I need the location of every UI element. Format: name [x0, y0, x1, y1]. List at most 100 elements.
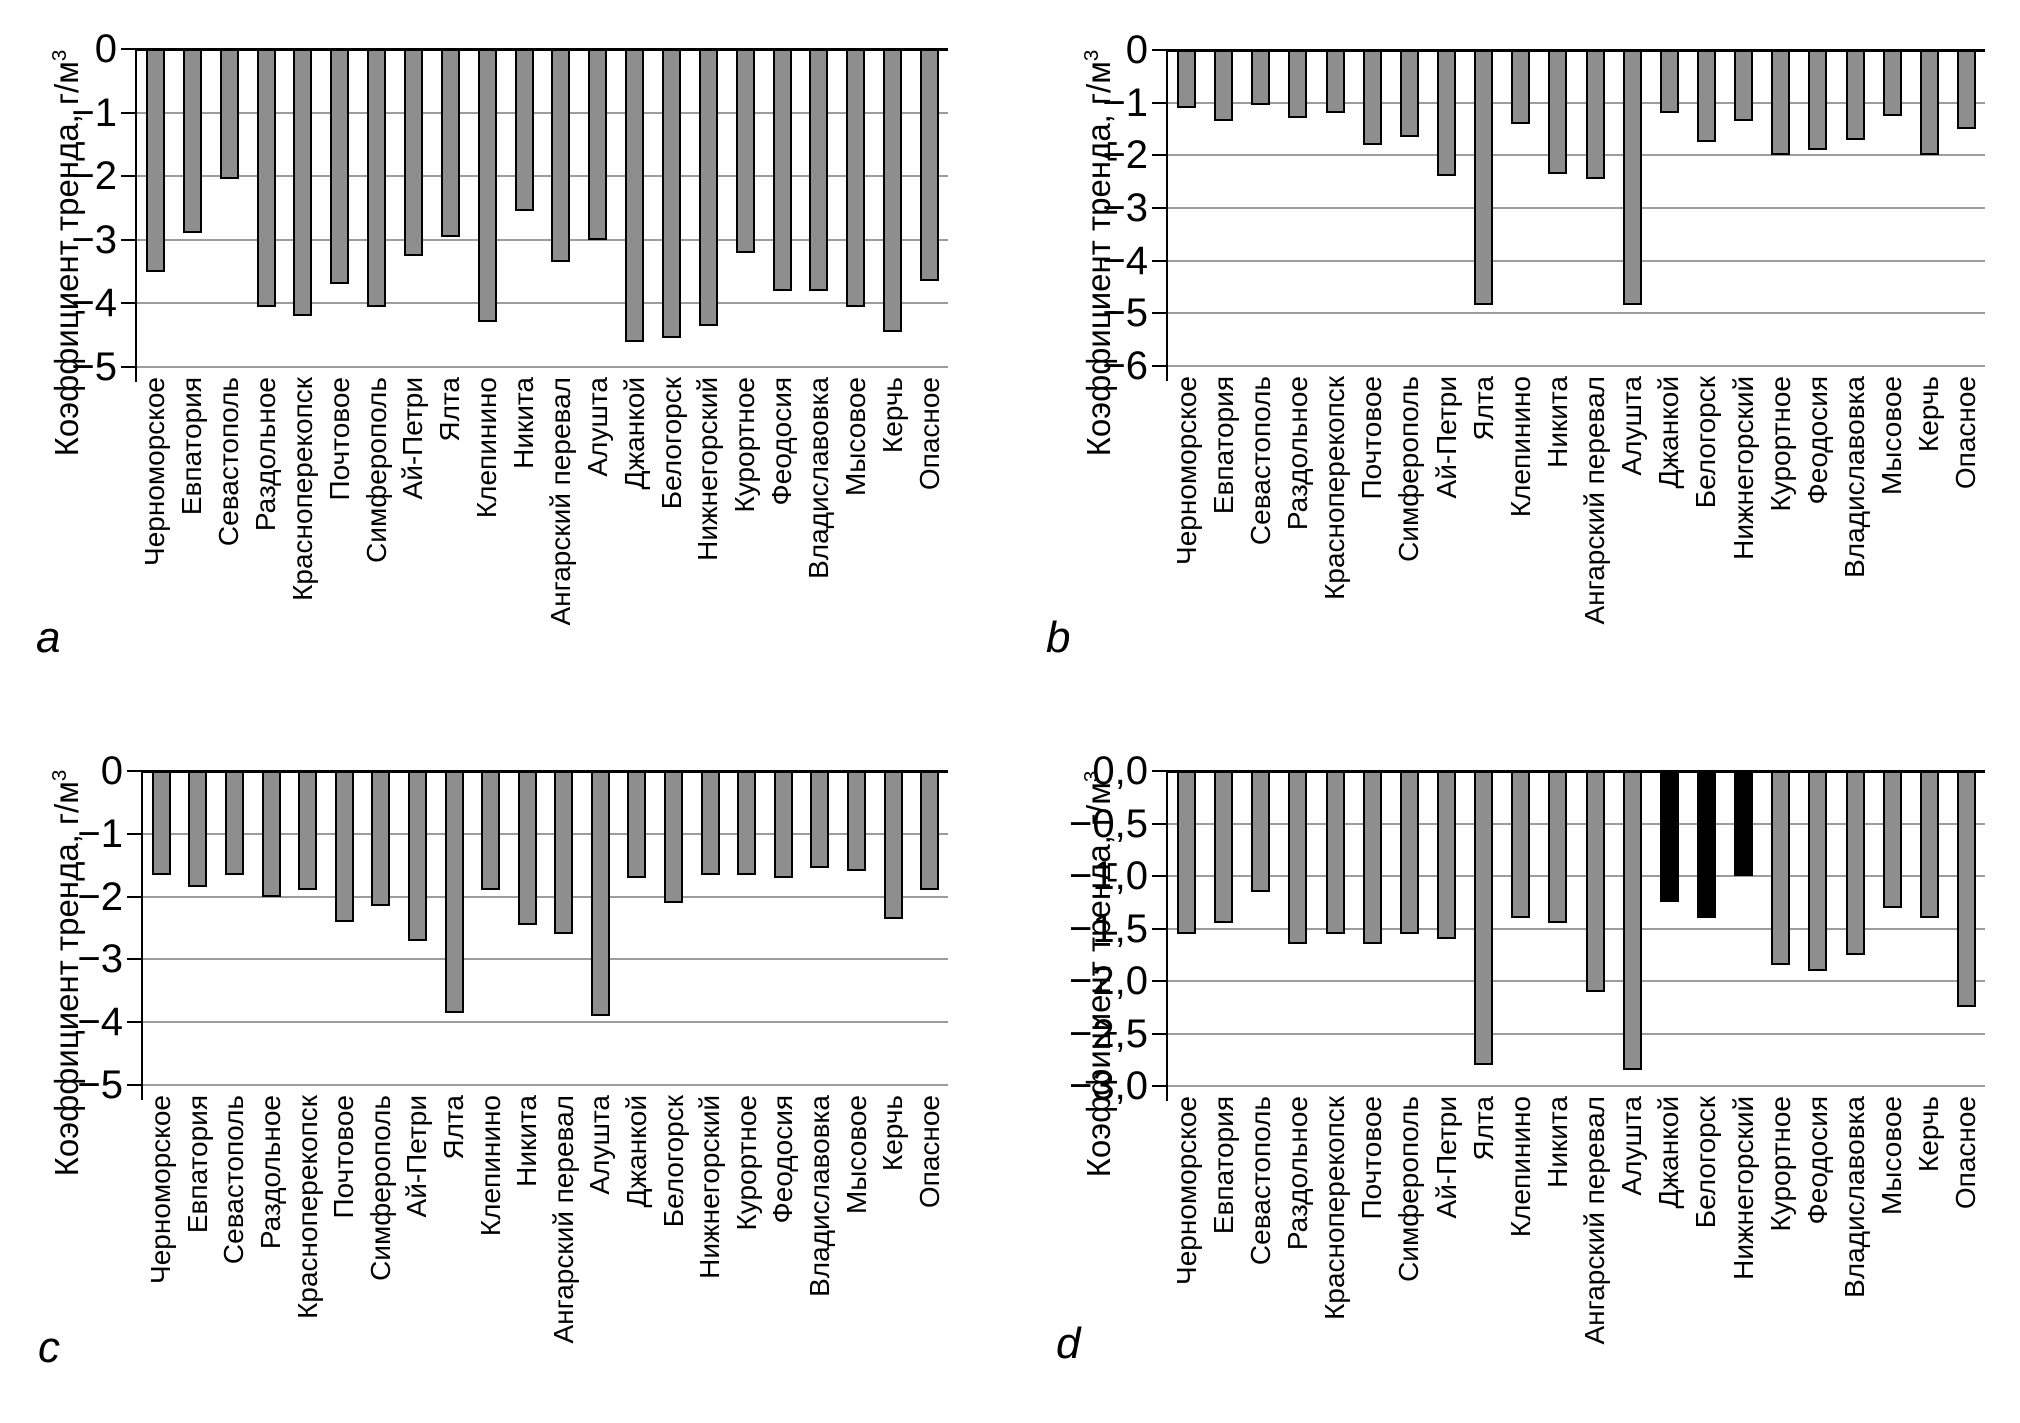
y-tick-label: −3: [1102, 186, 1148, 230]
gridline: [1168, 1032, 1985, 1035]
bar-Керчь: [883, 49, 903, 332]
bar-Клепинино: [477, 49, 497, 322]
x-category-label: Раздольное: [255, 1095, 287, 1250]
x-category-label: Курортное: [730, 1095, 762, 1231]
bar-Симферополь: [1399, 50, 1419, 137]
x-category-label: Курортное: [1764, 1096, 1796, 1232]
gridline: [1168, 154, 1985, 157]
x-category-label: Ялта: [1467, 376, 1499, 441]
bar-Нижнегорский: [1734, 771, 1754, 876]
x-category-label: Владиславовка: [1839, 376, 1871, 578]
x-category-label: Почтовое: [328, 1095, 360, 1219]
gridline: [137, 366, 948, 368]
gridline: [1168, 822, 1985, 825]
bar-Севастополь: [224, 771, 244, 875]
bar-Севастополь: [1251, 771, 1271, 892]
x-category-label: Белогорск: [657, 1095, 689, 1228]
bar-Никита: [517, 771, 537, 925]
y-tick-label: −5: [71, 345, 117, 389]
bar-Раздольное: [261, 771, 281, 897]
gridline: [137, 111, 948, 114]
x-category-label: Раздольное: [1281, 376, 1313, 531]
x-category-label: Ангарский перевал: [1579, 1096, 1611, 1345]
x-category-label: Ялта: [438, 1095, 470, 1160]
bar-Мысовое: [1882, 50, 1902, 116]
x-category-label: Ялта: [1467, 1096, 1499, 1161]
y-axis-title: Коэффициент тренда, г/м3: [38, 0, 85, 603]
y-tick-label: −3: [71, 217, 117, 262]
y-axis-title: Коэффициент тренда, г/м3: [1070, 624, 1117, 1324]
y-axis-line: [1166, 770, 1168, 1101]
x-category-label: Клепинино: [471, 377, 503, 519]
bar-Керчь: [883, 771, 903, 919]
bar-Нижнегорский: [1734, 50, 1754, 121]
bar-Клепинино: [1511, 771, 1531, 918]
x-category-label: Керчь: [877, 1095, 909, 1172]
gridline: [143, 1084, 948, 1086]
y-axis-line: [141, 770, 143, 1100]
bar-Почтовое: [1362, 771, 1382, 944]
gridline: [143, 832, 948, 835]
panel-letter-d: d: [1056, 1319, 1081, 1368]
y-axis-title-text: Коэффициент тренда, г/м: [48, 781, 85, 1177]
gridline: [1168, 875, 1985, 877]
y-tick-label: −2,5: [1069, 1011, 1148, 1056]
x-category-label: Никита: [508, 377, 540, 469]
x-category-label: Почтовое: [1356, 1096, 1388, 1220]
bar-Евпатория: [1214, 50, 1234, 121]
x-category-label: Белогорск: [1690, 1096, 1722, 1229]
bar-Никита: [1548, 771, 1568, 923]
x-category-label: Алушта: [1616, 376, 1648, 476]
gridline: [137, 175, 948, 178]
x-category-label: Ай-Петри: [397, 377, 429, 500]
x-category-label: Владиславовка: [1839, 1096, 1871, 1298]
y-tick-label: 0,0: [1092, 749, 1148, 793]
y-tick-mark: [1152, 770, 1168, 772]
y-tick-mark: [121, 302, 137, 305]
bar-Алушта: [590, 771, 610, 1016]
bar-Курортное: [1771, 50, 1791, 155]
bar-Нижнегорский: [698, 49, 718, 326]
y-tick-mark: [1152, 259, 1168, 262]
x-category-label: Нижнегорский: [1727, 376, 1759, 560]
bar-Раздольное: [1288, 50, 1308, 118]
y-axis-line: [1166, 49, 1168, 381]
gridline: [1168, 927, 1985, 930]
x-category-label: Черноморское: [1170, 376, 1202, 565]
bar-Мысовое: [1882, 771, 1902, 908]
y-tick-mark: [1152, 365, 1168, 367]
bar-Алушта: [1622, 771, 1642, 1070]
x-category-label: Симферополь: [1393, 1096, 1425, 1282]
x-category-label: Джанкой: [1653, 376, 1685, 489]
bar-Владиславовка: [1845, 50, 1865, 140]
gridline: [1168, 312, 1985, 315]
y-tick-mark: [1152, 822, 1168, 825]
y-axis-title-superscript: 3: [1080, 770, 1103, 782]
x-category-label: Алушта: [584, 1095, 616, 1195]
y-tick-label: 0: [94, 27, 117, 71]
y-tick-label: 0: [1125, 28, 1148, 72]
bar-Белогорск: [1696, 771, 1716, 918]
x-category-label: Симферополь: [360, 377, 392, 563]
y-axis-title: Коэффициент тренда, г/м3: [38, 623, 85, 1323]
x-category-label: Симферополь: [1393, 376, 1425, 562]
x-category-label: Мысовое: [839, 377, 871, 497]
x-category-label: Клепинино: [1504, 376, 1536, 518]
y-tick-label: −3,0: [1069, 1064, 1148, 1108]
x-category-label: Мысовое: [840, 1095, 872, 1215]
gridline: [1168, 365, 1985, 367]
y-tick-label: −2: [77, 874, 123, 919]
bar-Опасное: [920, 49, 940, 281]
bar-Ай-Петри: [1437, 771, 1457, 939]
x-category-label: Феодосия: [1801, 376, 1833, 505]
x-category-label: Джанкой: [1653, 1096, 1685, 1209]
x-category-label: Ай-Петри: [1430, 376, 1462, 499]
bar-Никита: [514, 49, 534, 211]
bar-Евпатория: [188, 771, 208, 887]
x-category-label: Нижнегорский: [692, 377, 724, 561]
panel-letter-b: b: [1046, 613, 1071, 662]
bar-Почтовое: [1362, 50, 1382, 145]
